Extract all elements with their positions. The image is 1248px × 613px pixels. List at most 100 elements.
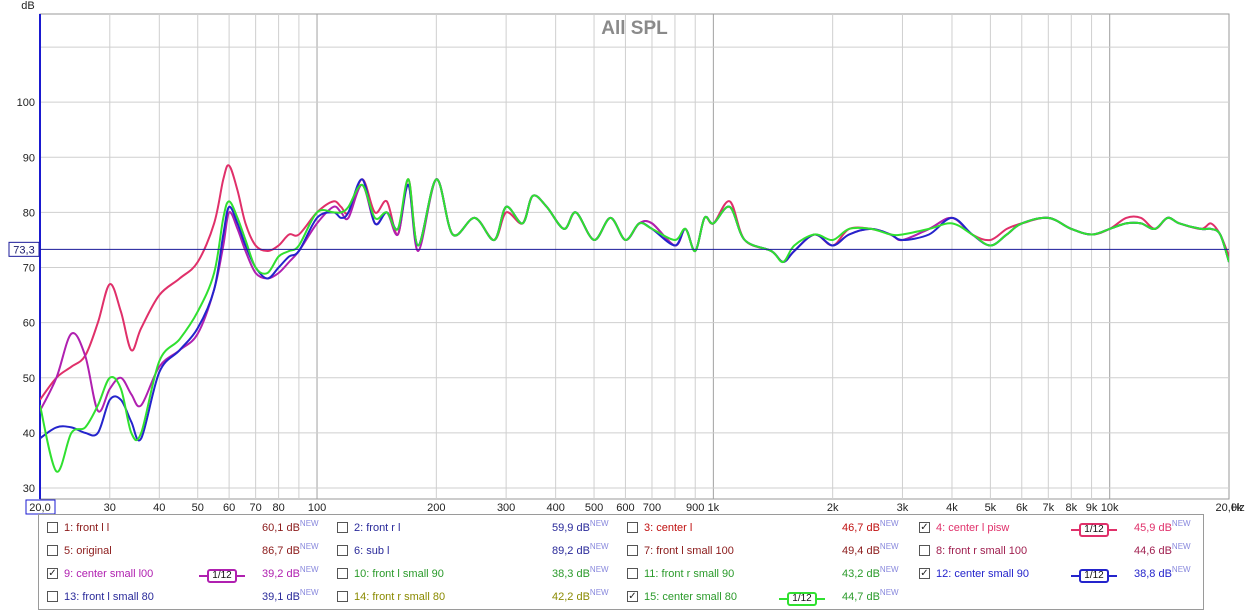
legend-trace-value: 39,2 dBNEW [262, 565, 319, 580]
x-tick-label: 10k [1101, 502, 1119, 514]
legend-trace-value: 60,1 dBNEW [262, 519, 319, 534]
chart-grid [39, 13, 1230, 500]
smoothing-badge[interactable]: 1/12 [199, 569, 245, 583]
legend-trace-name: 12: center small 90 [936, 568, 1029, 580]
legend-trace-value: 38,8 dBNEW [1134, 565, 1191, 580]
x-tick-label: 9k [1086, 502, 1098, 514]
legend-trace-name: 8: front r small 100 [936, 545, 1028, 557]
legend-trace-value: 38,3 dBNEW [552, 565, 609, 580]
legend-checkbox[interactable] [627, 545, 638, 556]
x-tick-label: 20,0k [1216, 502, 1243, 514]
legend-item[interactable]: 7: front l small 100 49,4 dBNEW [627, 542, 907, 560]
legend-trace-name: 7: front l small 100 [644, 545, 734, 557]
legend-item[interactable]: 5: original 86,7 dBNEW [47, 542, 327, 560]
x-tick-label: 60 [223, 502, 235, 514]
y-tick-label: 50 [23, 373, 35, 385]
legend-trace-value: 59,9 dBNEW [552, 519, 609, 534]
x-tick-label: 30 [104, 502, 116, 514]
legend-checkbox[interactable] [47, 545, 58, 556]
spl-chart: 30 40 50 60 70 80 90 100 dB 20,0 30 40 50 60 70 80 100 20… [8, 0, 1245, 515]
x-tick-label: 200 [427, 502, 445, 514]
x-tick-label: 100 [308, 502, 326, 514]
legend-checkbox[interactable] [337, 591, 348, 602]
legend-trace-name: 5: original [64, 545, 112, 557]
x-tick-label: 1k [708, 502, 720, 514]
series-line [40, 178, 1229, 473]
legend-checkbox[interactable] [337, 545, 348, 556]
legend-trace-name: 15: center small 80 [644, 591, 737, 603]
chart-ticks: 30 40 50 60 70 80 90 100 dB 20,0 30 40 50 60 70 80 100 20… [17, 0, 1245, 515]
legend-trace-name: 6: sub l [354, 545, 390, 557]
legend-checkbox[interactable]: ✓ [627, 591, 638, 602]
x-tick-label: 3k [897, 502, 909, 514]
legend-trace-value: 39,1 dBNEW [262, 588, 319, 603]
x-tick-label: 700 [643, 502, 661, 514]
x-tick-label: 900 [686, 502, 704, 514]
legend-item[interactable]: ✓ 15: center small 80 1/12 44,7 dBNEW [627, 588, 907, 606]
chart-overlay: 73,3 [8, 241, 1229, 257]
smoothing-badge[interactable]: 1/12 [779, 592, 825, 606]
x-tick-label: 80 [272, 502, 284, 514]
legend-trace-name: 3: center l [644, 522, 693, 534]
reference-value-label: 73,3 [13, 244, 34, 256]
legend-trace-name: 9: center small l00 [64, 568, 154, 580]
x-tick-label: 20,0 [29, 502, 50, 514]
legend-trace-value: 86,7 dBNEW [262, 542, 319, 557]
y-axis-label: dB [21, 0, 34, 12]
x-tick-label: 4k [946, 502, 958, 514]
legend-trace-value: 46,7 dBNEW [842, 519, 899, 534]
trace-legend: 1: front l l 60,1 dBNEW 2: front r l 59,9 d… [38, 514, 1204, 610]
legend-item[interactable]: 10: front l small 90 38,3 dBNEW [337, 565, 617, 583]
legend-checkbox[interactable] [627, 522, 638, 533]
x-tick-label: 5k [985, 502, 997, 514]
chart-series [40, 164, 1229, 473]
legend-trace-value: 44,7 dBNEW [842, 588, 899, 603]
legend-checkbox[interactable]: ✓ [47, 568, 58, 579]
legend-trace-name: 2: front r l [354, 522, 401, 534]
x-tick-label: 70 [250, 502, 262, 514]
y-tick-label: 80 [23, 207, 35, 219]
y-tick-label: 60 [23, 318, 35, 330]
y-tick-label: 40 [23, 428, 35, 440]
smoothing-badge[interactable]: 1/12 [1071, 523, 1117, 537]
legend-item[interactable]: ✓ 9: center small l00 1/12 39,2 dBNEW [47, 565, 327, 583]
smoothing-badge[interactable]: 1/12 [1071, 569, 1117, 583]
legend-trace-name: 4: center l pisw [936, 522, 1010, 534]
legend-item[interactable]: 13: front l small 80 39,1 dBNEW [47, 588, 327, 606]
legend-checkbox[interactable] [337, 568, 348, 579]
legend-item[interactable]: 2: front r l 59,9 dBNEW [337, 519, 617, 537]
legend-item[interactable]: 6: sub l 89,2 dBNEW [337, 542, 617, 560]
legend-checkbox[interactable]: ✓ [919, 568, 930, 579]
legend-checkbox[interactable] [47, 522, 58, 533]
legend-item[interactable]: 11: front r small 90 43,2 dBNEW [627, 565, 907, 583]
legend-item[interactable]: ✓ 4: center l pisw 1/12 45,9 dBNEW [919, 519, 1199, 537]
y-tick-label: 70 [23, 263, 35, 275]
legend-trace-value: 43,2 dBNEW [842, 565, 899, 580]
legend-item[interactable]: 3: center l 46,7 dBNEW [627, 519, 907, 537]
legend-trace-value: 42,2 dBNEW [552, 588, 609, 603]
legend-checkbox[interactable] [337, 522, 348, 533]
legend-trace-name: 11: front r small 90 [644, 568, 735, 580]
x-tick-label: 600 [616, 502, 634, 514]
legend-item[interactable]: 1: front l l 60,1 dBNEW [47, 519, 327, 537]
legend-checkbox[interactable] [627, 568, 638, 579]
x-unit-label: Hz [1231, 502, 1244, 514]
plot-frame [39, 13, 1230, 500]
legend-item[interactable]: 14: front r small 80 42,2 dBNEW [337, 588, 617, 606]
x-tick-label: 400 [546, 502, 564, 514]
legend-checkbox[interactable] [47, 591, 58, 602]
legend-trace-value: 45,9 dBNEW [1134, 519, 1191, 534]
legend-item[interactable]: 8: front r small 100 44,6 dBNEW [919, 542, 1199, 560]
legend-checkbox[interactable]: ✓ [919, 522, 930, 533]
y-tick-label: 90 [23, 152, 35, 164]
x-tick-label: 7k [1042, 502, 1054, 514]
legend-trace-value: 44,6 dBNEW [1134, 542, 1191, 557]
legend-trace-value: 89,2 dBNEW [552, 542, 609, 557]
legend-item[interactable]: ✓ 12: center small 90 1/12 38,8 dBNEW [919, 565, 1199, 583]
legend-trace-name: 1: front l l [64, 522, 110, 534]
legend-checkbox[interactable] [919, 545, 930, 556]
y-tick-label: 100 [17, 97, 35, 109]
legend-trace-name: 13: front l small 80 [64, 591, 154, 603]
legend-trace-value: 49,4 dBNEW [842, 542, 899, 557]
legend-trace-name: 10: front l small 90 [354, 568, 444, 580]
